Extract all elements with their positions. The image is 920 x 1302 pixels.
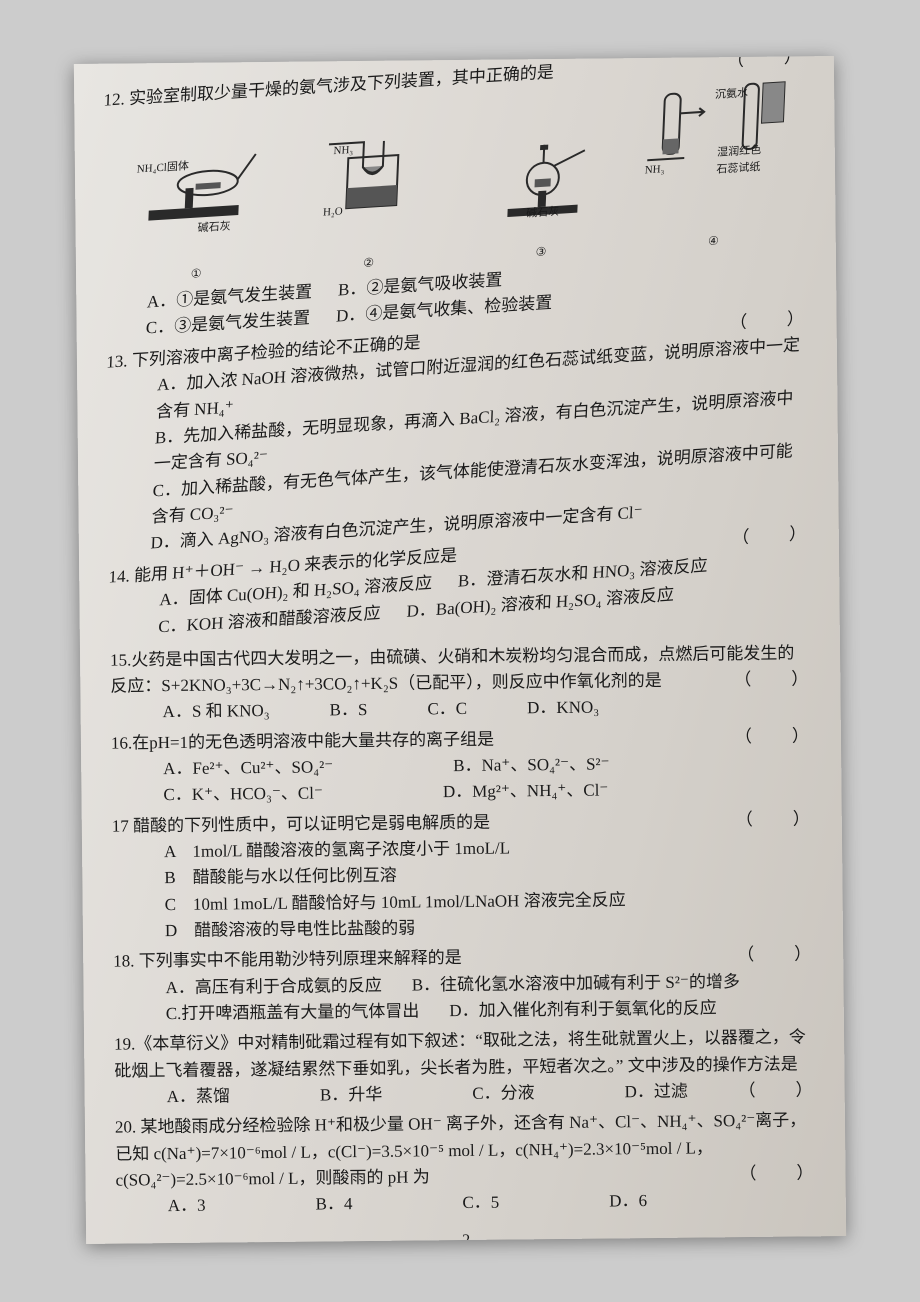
q15-paren: （ ）	[734, 666, 810, 693]
q19-number: 19.	[114, 1035, 135, 1054]
q15-text: 火药是中国古代四大发明之一，由硫磺、火硝和木炭粉均匀混合而成，点燃后可能发生的反…	[110, 643, 794, 696]
page-content: 12. 实验室制取少量干燥的氨气涉及下列装置，其中正确的是 （ ） NH₄Cl固…	[104, 76, 816, 1223]
q17-text: 醋酸的下列性质中，可以证明它是弱电解质的是	[133, 812, 490, 835]
diagram-4-gas: NH₃	[644, 162, 664, 180]
q17-paren: （ ）	[736, 806, 812, 833]
page-number: 2	[116, 1225, 816, 1244]
question-17: 17 醋酸的下列性质中，可以证明它是弱电解质的是 （ ） A 1mol/L 醋酸…	[112, 806, 813, 945]
q20-text: 某地酸雨成分经检验除 H⁺和极少量 OH⁻ 离子外，还含有 Na⁺、Cl⁻、NH…	[115, 1111, 806, 1190]
q16-opt-d: D．Mg²⁺、NH₄⁺、Cl⁻	[443, 778, 609, 806]
diagram-2: NH₃ H₂O ②	[286, 132, 456, 277]
q15-opt-a: A．S 和 KNO₃	[163, 698, 270, 725]
q18-opt-c: C.打开啤酒瓶盖有大量的气体冒出	[166, 999, 420, 1028]
q12-paren: （ ）	[727, 56, 804, 75]
q18-opt-b: B．往硫化氢水溶液中加碱有利于 S²⁻的增多	[412, 969, 740, 999]
question-19: 19.《本草衍义》中对精制砒霜过程有如下叙述：“取砒之法，将生砒就置火上，以器覆…	[114, 1025, 815, 1111]
diagram-4-water: 沉氨水	[715, 85, 749, 104]
q19-opt-d: D．过滤	[624, 1079, 688, 1106]
diagram-1-base: 碱石灰	[197, 219, 231, 238]
q14-paren: （ ）	[732, 520, 809, 551]
question-13: 13. 下列溶液中离子检验的结论不正确的是 （ ） A．加入浓 NaOH 溶液微…	[98, 305, 806, 560]
q15-number: 15.	[110, 650, 131, 669]
q18-number: 18.	[113, 952, 134, 971]
diagram-4-paper: 湿润红色 石蕊试纸	[716, 143, 761, 180]
q16-opt-c: C．K⁺、HCO₃⁻、Cl⁻	[163, 781, 323, 809]
q16-opt-b: B．Na⁺、SO₄²⁻、S²⁻	[453, 751, 610, 779]
q20-opt-c: C．5	[462, 1190, 499, 1217]
diagram-4-num: ④	[708, 231, 720, 250]
question-18: 18. 下列事实中不能用勒沙特列原理来解释的是 （ ） A．高压有利于合成氨的反…	[113, 942, 814, 1028]
diagram-1-num: ①	[190, 264, 202, 283]
diagram-1-svg	[138, 144, 261, 232]
q18-opt-d: D．加入催化剂有利于氨氧化的反应	[449, 995, 717, 1024]
q20-opt-b: B．4	[315, 1192, 352, 1219]
q13-number: 13.	[106, 351, 128, 371]
diagram-4: 沉氨水 NH₃ 湿润红色 石蕊试纸 ④	[631, 76, 802, 255]
diagram-3-base: 碱石灰	[526, 204, 560, 223]
question-15: 15.火药是中国古代四大发明之一，由硫磺、火硝和木炭粉均匀混合而成，点燃后可能发…	[110, 640, 811, 726]
q16-text: 在pH=1的无色透明溶液中能大量共存的离子组是	[132, 729, 494, 752]
question-20: 20. 某地酸雨成分经检验除 H⁺和极少量 OH⁻ 离子外，还含有 Na⁺、Cl…	[115, 1108, 816, 1221]
q18-text: 下列事实中不能用勒沙特列原理来解释的是	[139, 948, 462, 970]
diagram-3-num: ③	[535, 242, 547, 261]
q19-text: 《本草衍义》中对精制砒霜过程有如下叙述：“取砒之法，将生砒就置火上，以器覆之，令…	[114, 1028, 806, 1081]
diagram-2-num: ②	[363, 253, 375, 272]
q16-paren: （ ）	[735, 723, 811, 750]
q20-opt-d: D．6	[609, 1189, 647, 1216]
q20-paren: （ ）	[739, 1160, 815, 1187]
q14-number: 14.	[108, 566, 130, 586]
q15-opt-b: B．S	[329, 697, 367, 724]
q12-number: 12.	[103, 89, 125, 109]
diagram-1-solid: NH₄Cl固体	[136, 159, 189, 179]
q16-number: 16.	[111, 733, 132, 752]
q15-opt-c: C．C	[427, 696, 467, 723]
q19-opt-c: C．分液	[472, 1080, 535, 1107]
diagram-2-liq: H₂O	[323, 204, 343, 222]
question-16: 16.在pH=1的无色透明溶液中能大量共存的离子组是 （ ） A．Fe²⁺、Cu…	[111, 723, 812, 809]
question-12: 12. 实验室制取少量干燥的氨气涉及下列装置，其中正确的是 （ ） NH₄Cl固…	[93, 56, 803, 346]
q20-opt-a: A．3	[168, 1193, 206, 1220]
q16-opt-a: A．Fe²⁺、Cu²⁺、SO₄²⁻	[163, 754, 333, 782]
q20-number: 20.	[115, 1118, 136, 1137]
q18-paren: （ ）	[737, 942, 813, 969]
q19-opt-b: B．升华	[320, 1082, 383, 1109]
q19-paren: （ ）	[738, 1077, 814, 1104]
diagram-3: 碱石灰 ③	[458, 138, 627, 266]
q15-opt-d: D．KNO₃	[527, 695, 599, 722]
q17-opt-d: D 醋酸溶液的导电性比盐酸的弱	[165, 911, 813, 944]
q17-number: 17	[112, 816, 129, 835]
diagram-2-gas: NH₃	[333, 142, 353, 160]
exam-page: 12. 实验室制取少量干燥的氨气涉及下列装置，其中正确的是 （ ） NH₄Cl固…	[74, 56, 846, 1244]
q19-opt-a: A．蒸馏	[167, 1084, 231, 1111]
q18-opt-a: A．高压有利于合成氨的反应	[165, 973, 382, 1002]
diagram-1: NH₄Cl固体 碱石灰 ①	[114, 143, 284, 288]
